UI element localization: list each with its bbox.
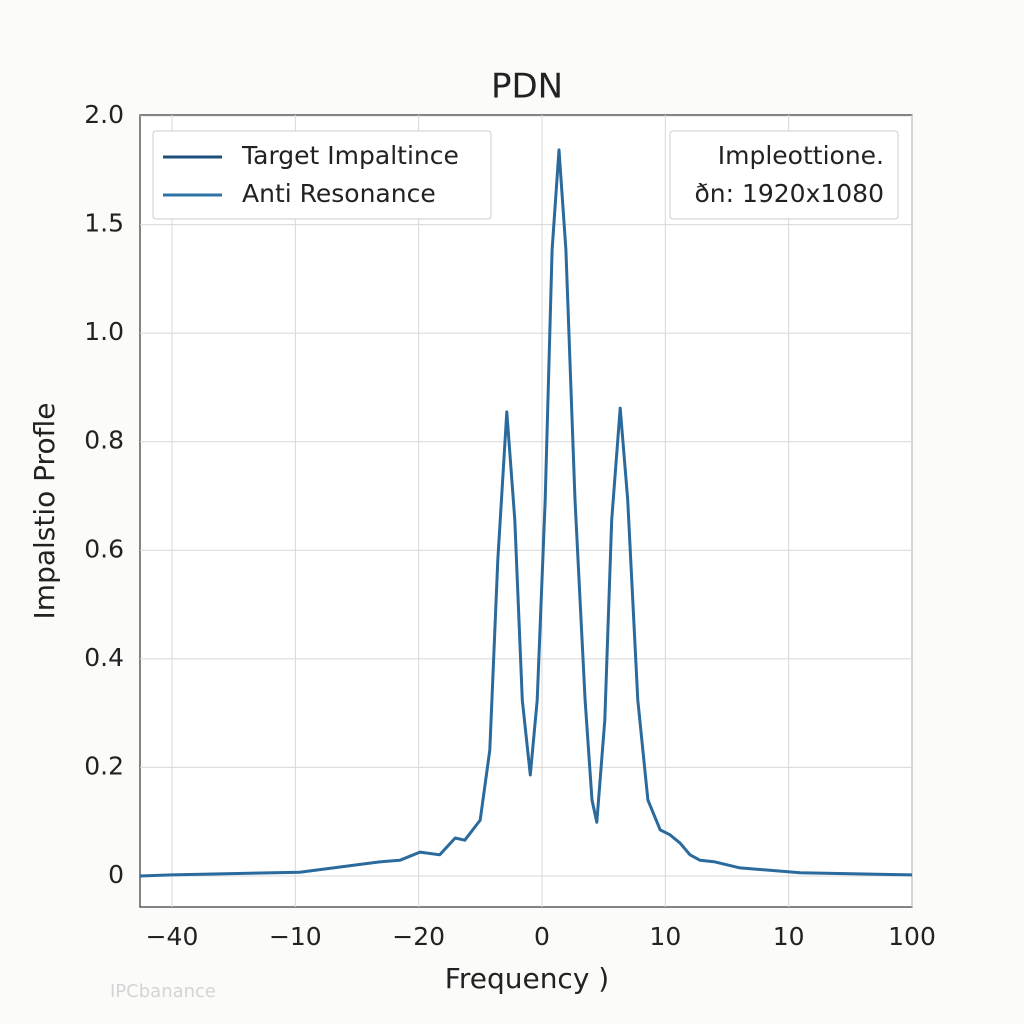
x-axis-label: Frequency ) [445, 962, 609, 995]
y-tick-label: 0.8 [84, 426, 124, 455]
plot-area [139, 114, 913, 908]
annotation: Impleottione. [718, 141, 884, 170]
annotation-box [669, 130, 899, 220]
legend-label: Anti Resonance [242, 179, 436, 208]
x-tick-label: −10 [269, 922, 322, 951]
legend-label: Target Impaltince [241, 141, 459, 170]
x-tick-label: 0 [534, 922, 550, 951]
annotation: ðn: 1920x1080 [694, 179, 884, 208]
grid [140, 115, 913, 907]
y-tick-label: 1.0 [84, 317, 124, 346]
series-line [139, 148, 913, 878]
x-tick-label: 10 [773, 922, 805, 951]
x-tick-label: 100 [888, 922, 936, 951]
y-tick-label: 0.2 [84, 751, 124, 780]
y-tick-label: 0.6 [84, 534, 124, 563]
y-tick-label: 0.4 [84, 643, 124, 672]
x-tick-label: −20 [392, 922, 445, 951]
marks [139, 148, 913, 878]
legend-box [152, 130, 492, 220]
chart-title: PDN [491, 67, 563, 107]
y-tick-label: 0 [108, 860, 124, 889]
x-tick-label: −40 [146, 922, 199, 951]
y-tick-label: 1.5 [84, 209, 124, 238]
watermark: IPCbanance [110, 981, 216, 1002]
x-tick-label: 10 [649, 922, 681, 951]
y-tick-label: 2.0 [84, 100, 124, 129]
y-axis-label: Impalstio Profle [28, 403, 61, 620]
